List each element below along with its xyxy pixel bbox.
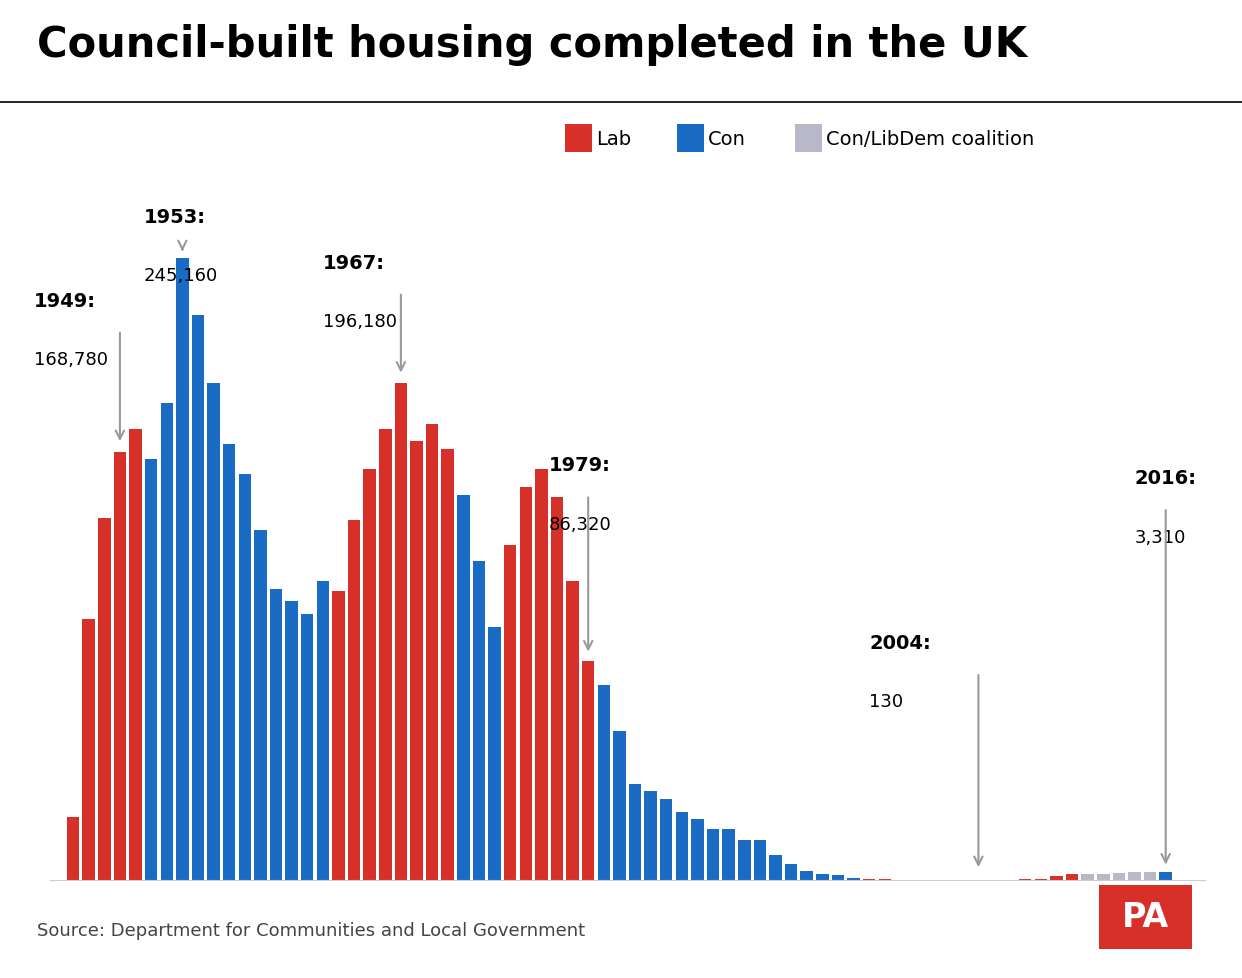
Bar [317, 581, 329, 880]
Bar [535, 469, 548, 880]
Text: 86,320: 86,320 [549, 515, 612, 533]
Bar [379, 429, 391, 880]
Bar [114, 453, 127, 880]
Text: 1979:: 1979: [549, 456, 611, 475]
Bar [660, 799, 672, 880]
Text: 168,780: 168,780 [34, 351, 108, 369]
Bar [1128, 872, 1140, 880]
Text: 1949:: 1949: [34, 291, 96, 310]
Bar [1097, 874, 1109, 880]
Bar [473, 561, 486, 880]
Bar [207, 383, 220, 880]
Bar [270, 589, 282, 880]
Bar [1035, 878, 1047, 880]
Bar [1113, 873, 1125, 880]
Text: PA: PA [1122, 901, 1170, 933]
Bar [832, 875, 845, 880]
Text: 2004:: 2004: [869, 633, 932, 652]
Bar [457, 495, 469, 880]
Bar [769, 855, 781, 880]
Bar [238, 475, 251, 880]
Text: 3,310: 3,310 [1134, 528, 1186, 546]
Bar [550, 498, 563, 880]
Bar [98, 518, 111, 880]
Bar [645, 791, 657, 880]
Text: 1967:: 1967: [323, 253, 385, 272]
Bar [519, 488, 532, 880]
Bar [395, 383, 407, 880]
Text: Con/LibDem coalition: Con/LibDem coalition [826, 129, 1035, 149]
Bar [800, 871, 814, 880]
Bar [1051, 876, 1063, 880]
Bar [504, 546, 517, 880]
Bar [1066, 874, 1078, 880]
Bar [129, 429, 142, 880]
Text: Council-built housing completed in the UK: Council-built housing completed in the U… [37, 24, 1027, 67]
Bar [614, 731, 626, 880]
Bar [332, 592, 345, 880]
Bar [628, 784, 641, 880]
Text: Con: Con [708, 129, 745, 149]
Bar [1082, 874, 1094, 880]
Bar [176, 259, 189, 880]
Text: 2016:: 2016: [1134, 468, 1196, 488]
Bar [738, 840, 750, 880]
Bar [754, 840, 766, 880]
Text: 1953:: 1953: [143, 207, 205, 227]
Bar [785, 864, 797, 880]
Text: Lab: Lab [596, 129, 631, 149]
Bar [348, 520, 360, 880]
Bar [847, 878, 859, 880]
Bar [364, 469, 376, 880]
Bar [410, 442, 422, 880]
Bar [286, 601, 298, 880]
Bar [82, 619, 94, 880]
Bar [301, 614, 313, 880]
Bar [255, 531, 267, 880]
Bar [441, 450, 453, 880]
Bar [582, 661, 595, 880]
Bar [816, 874, 828, 880]
Bar [723, 829, 735, 880]
Bar [863, 879, 876, 880]
Bar [1160, 871, 1172, 880]
Text: Source: Department for Communities and Local Government: Source: Department for Communities and L… [37, 921, 585, 939]
Bar [707, 829, 719, 880]
Text: 130: 130 [869, 692, 903, 711]
Bar [1144, 872, 1156, 880]
Bar [145, 460, 158, 880]
Bar [160, 404, 173, 880]
Bar [566, 581, 579, 880]
Text: 245,160: 245,160 [143, 267, 217, 286]
Bar [597, 686, 610, 880]
Bar [67, 817, 79, 880]
Bar [191, 315, 204, 880]
Bar [488, 627, 501, 880]
Text: 196,180: 196,180 [323, 313, 397, 331]
Bar [426, 424, 438, 880]
Bar [222, 445, 236, 880]
Bar [692, 820, 704, 880]
Bar [676, 812, 688, 880]
